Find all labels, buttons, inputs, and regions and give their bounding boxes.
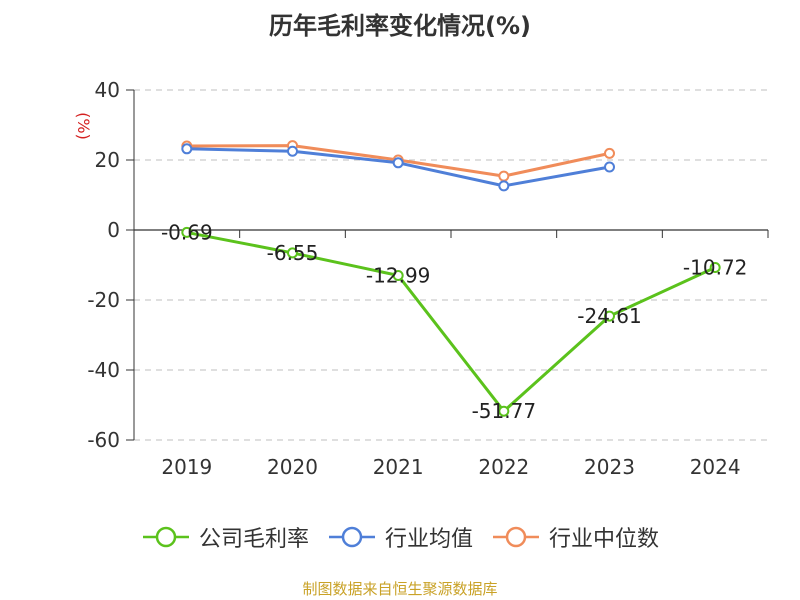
y-axis-label: (%) (74, 112, 93, 140)
data-point (287, 145, 298, 157)
y-tick-label: 20 (95, 148, 120, 172)
y-tick-label: 40 (95, 78, 120, 102)
data-label: -0.69 (161, 220, 213, 244)
x-tick-label: 2022 (478, 455, 529, 479)
legend-item[interactable]: 行业中位数 (491, 521, 659, 553)
legend-label: 公司毛利率 (198, 527, 309, 552)
y-tick-label: -40 (87, 358, 120, 382)
data-point (392, 157, 404, 169)
legend-item[interactable]: 公司毛利率 (141, 521, 309, 553)
data-point (181, 143, 193, 155)
legend-item[interactable]: 行业均值 (327, 521, 473, 553)
series-line-0 (186, 230, 716, 413)
data-point (498, 405, 510, 417)
data-label: -12.99 (366, 263, 430, 287)
data-point (709, 262, 721, 274)
y-tick-label: 0 (107, 218, 120, 242)
data-point (498, 180, 510, 192)
y-tick-label: -60 (87, 428, 120, 452)
data-point (604, 147, 615, 159)
legend-label: 行业中位数 (549, 527, 660, 552)
data-point (287, 247, 298, 259)
chart-title: 历年毛利率变化情况(%) (269, 12, 531, 40)
data-point (181, 226, 193, 238)
data-point (498, 170, 510, 182)
legend-marker-icon (493, 526, 539, 548)
data-point (604, 161, 615, 173)
data-label: -51.77 (472, 399, 536, 423)
data-label: -6.55 (267, 241, 319, 265)
x-tick-label: 2023 (584, 455, 635, 479)
line-chart: 40 20 0 -20 -40 -60 2019 2020 2021 2022 2023 2024 (%… (74, 78, 769, 479)
legend-marker-icon (328, 526, 375, 548)
source-note: 制图数据来自恒生聚源数据库 (302, 580, 498, 598)
data-label: -10.72 (683, 256, 747, 280)
legend: 公司毛利率 行业均值 行业中位数 (0, 520, 800, 554)
x-tick-label: 2021 (373, 455, 424, 479)
x-tick-label: 2020 (267, 455, 318, 479)
legend-marker-icon (142, 526, 189, 548)
y-tick-label: -20 (87, 288, 120, 312)
data-point (604, 310, 615, 322)
legend-label: 行业均值 (384, 527, 473, 552)
x-tick-label: 2019 (161, 455, 212, 479)
data-label: -24.61 (577, 304, 641, 328)
data-point (392, 269, 404, 281)
x-tick-label: 2024 (690, 455, 741, 479)
